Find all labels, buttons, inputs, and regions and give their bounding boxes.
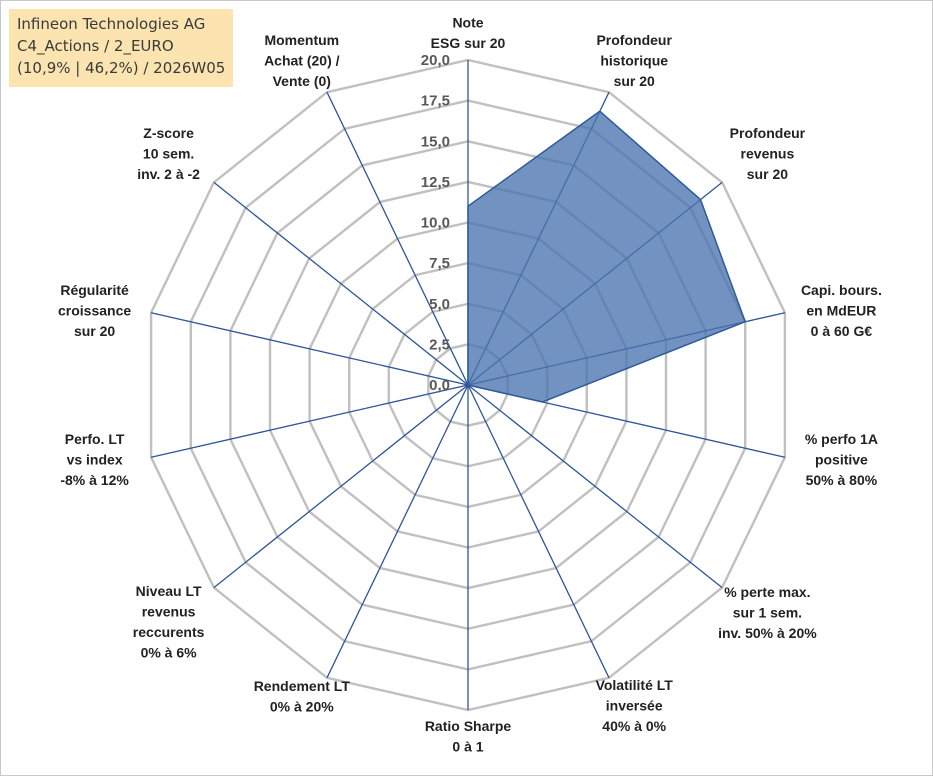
axis-label-line: Rendement LT [254,678,351,694]
tick-label: 10,0 [421,215,450,232]
axis-label: Rendement LT 0% à 20% [254,678,351,715]
axis-label: Niveau LT revenus reccurents 0% à 6% [133,583,205,661]
axis-label-line: Volatilité LT [596,677,674,693]
axis-label-line: Vente (0) [273,73,331,89]
axis-label-line: revenus [741,146,795,162]
tick-label: 17,5 [421,93,450,110]
axis-label: Note ESG sur 20 [431,15,506,52]
axis-label-line: Profondeur [596,32,672,48]
axis-label-line: 10 sem. [143,146,194,162]
axis-label-line: 50% à 80% [806,472,878,488]
tick-label: 0,0 [429,377,450,394]
company-name: Infineon Technologies AG [17,15,206,33]
axis-label: Volatilité LT inversée 40% à 0% [596,677,674,734]
axis-label-line: Z-score [143,125,194,141]
axis-spoke [213,181,469,386]
axis-label-line: ESG sur 20 [431,35,506,51]
tick-label: 20,0 [421,52,450,69]
axis-label: Régularité croissance sur 20 [58,282,131,339]
tick-label: 2,5 [429,336,450,353]
axis-spoke [150,384,469,458]
axis-label: Perfo. LT vs index -8% à 12% [60,431,129,488]
tick-label: 15,0 [421,133,450,150]
axis-label-line: inversée [606,697,663,713]
axis-spoke [467,384,610,679]
axis-label: Ratio Sharpe 0 à 1 [425,718,512,755]
axis-label-line: revenus [142,603,196,619]
axis-label: Profondeur revenus sur 20 [730,125,806,182]
portfolio-line: C4_Actions / 2_EURO [17,37,174,55]
axis-label-line: Niveau LT [136,583,202,599]
axis-label-line: -8% à 12% [60,472,129,488]
tick-label: 5,0 [429,296,450,313]
axis-label: % perte max. sur 1 sem. inv. 50% à 20% [718,584,817,641]
axis-label-line: inv. 2 à -2 [137,166,200,182]
axis-label-line: sur 20 [747,166,788,182]
axis-label-line: sur 20 [74,323,115,339]
tick-label: 12,5 [421,174,450,191]
axis-spoke [467,384,723,589]
data-area [467,110,747,403]
axis-label-line: Perfo. LT [65,431,125,447]
axis-label-line: sur 20 [614,73,655,89]
axis-spoke [213,384,469,589]
axis-label: % perfo 1A positive 50% à 80% [805,431,878,488]
axis-label: Profondeur historique sur 20 [596,32,672,89]
axis-label: Capi. bours. en MdEUR 0 à 60 G€ [801,282,882,339]
axis-label-line: Régularité [60,282,129,298]
axis-label-line: sur 1 sem. [733,604,802,620]
axis-label-line: Ratio Sharpe [425,718,512,734]
axis-spoke [326,91,469,386]
axis-label-line: vs index [67,452,123,468]
axis-label-line: % perfo 1A [805,431,878,447]
axis-label-line: 0 à 60 G€ [811,323,873,339]
axis-label-line: 0 à 1 [452,739,483,755]
axis-label-line: historique [600,53,668,69]
axis-label-line: Momentum [264,32,339,48]
axis-label-line: croissance [58,303,131,319]
period-line: (10,9% | 46,2%) / 2026W05 [17,59,225,77]
axis-label-line: 40% à 0% [602,718,666,734]
axis-label-line: reccurents [133,624,205,640]
axis-label-line: Profondeur [730,125,806,141]
axis-label-line: Note [452,15,483,31]
axis-label: Z-score 10 sem. inv. 2 à -2 [137,125,200,182]
axis-spoke [326,384,469,679]
axis-label-line: % perte max. [724,584,810,600]
axis-label: Momentum Achat (20) / Vente (0) [264,32,340,89]
axis-label-line: 0% à 20% [270,698,334,714]
axis-spoke [150,312,469,386]
axis-label-line: Capi. bours. [801,282,882,298]
axis-label-line: positive [815,452,868,468]
info-box: Infineon Technologies AG C4_Actions / 2_… [9,9,233,87]
axis-label-line: en MdEUR [806,303,876,319]
axis-label-line: 0% à 6% [141,644,198,660]
axis-label-line: Achat (20) / [264,53,340,69]
axis-label-line: inv. 50% à 20% [718,625,817,641]
tick-label: 7,5 [429,255,450,272]
